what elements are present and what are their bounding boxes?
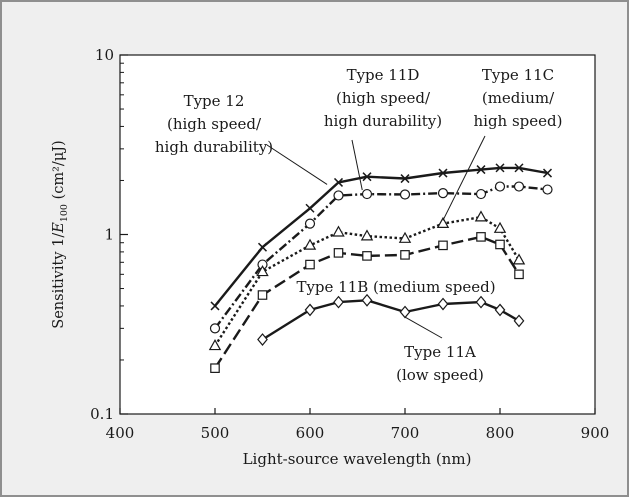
leader-lines <box>266 135 486 339</box>
data-point-t11b <box>438 240 448 251</box>
data-point-t12 <box>495 163 505 173</box>
y-axis-ticks: 0.1 1 10 <box>90 46 128 423</box>
data-point-t11d <box>494 181 506 192</box>
annotations: Type 12 (high speed/high durability) Type … <box>155 66 563 384</box>
data-point-t11a <box>437 297 449 311</box>
data-point-t11d <box>542 184 553 195</box>
data-point-t11a <box>304 303 316 317</box>
y-tick-label: 10 <box>95 46 114 64</box>
data-point-t11b <box>257 290 268 300</box>
annotation-t12: high durability) <box>155 138 273 156</box>
data-point-t11c <box>332 225 345 237</box>
data-point-t11a <box>475 295 487 309</box>
data-point-t12 <box>542 168 553 178</box>
data-point-t11d <box>437 188 449 199</box>
leader-line-t11c <box>442 135 486 221</box>
data-point-t12 <box>438 168 448 178</box>
x-tick-label: 700 <box>391 424 420 442</box>
data-point-t11b <box>476 232 486 242</box>
series-line-t11b <box>213 235 521 369</box>
data-point-t11b <box>305 259 315 270</box>
data-point-t11b <box>400 250 410 260</box>
y-axis-label: Sensitivity 1/E100 (cm²/μJ) <box>51 140 70 328</box>
y-axis-label-prefix: Sensitivity 1/ <box>51 233 67 329</box>
data-point-t11b <box>333 248 344 258</box>
data-point-t11a <box>333 295 344 309</box>
data-point-t11b <box>210 363 220 373</box>
annotation-t11c: Type 11C <box>482 66 554 84</box>
x-axis-ticks: 400 500 600 700 800 900 <box>106 408 610 442</box>
data-point-t11d <box>209 323 221 334</box>
data-point-t11a <box>494 303 506 317</box>
annotation-t11d: (high speed/ <box>336 89 431 107</box>
y-axis-label-subscript: 100 <box>59 204 70 222</box>
data-point-t11d <box>333 190 344 201</box>
series-line-t11c <box>213 215 521 347</box>
data-point-t11d <box>304 218 316 229</box>
data-point-t11d <box>513 181 525 192</box>
data-point-t11c <box>474 210 488 222</box>
data-point-t11d <box>399 189 411 200</box>
x-tick-label: 600 <box>296 424 325 442</box>
annotation-t11d: Type 11D <box>347 66 420 84</box>
markers-group <box>208 163 553 373</box>
data-point-t12 <box>210 301 220 311</box>
data-point-t12 <box>257 242 268 252</box>
y-axis-label-symbol: E <box>51 222 67 234</box>
data-point-t11b <box>514 269 524 280</box>
data-point-t11d <box>361 188 373 200</box>
data-point-t12 <box>362 172 372 182</box>
annotation-t12: (high speed/ <box>167 115 262 133</box>
data-point-t11c <box>360 229 374 241</box>
leader-line-t11a <box>404 316 443 339</box>
series-line-t11d <box>214 185 548 330</box>
data-point-t11c <box>493 221 507 233</box>
data-point-t11d <box>475 188 487 200</box>
data-point-t11c <box>398 231 412 243</box>
data-point-t12 <box>333 177 344 187</box>
data-point-t11c <box>512 253 526 265</box>
x-tick-label: 800 <box>486 424 515 442</box>
data-point-t11c <box>256 265 269 277</box>
plot-area <box>120 55 595 414</box>
data-point-t11a <box>257 333 268 346</box>
data-point-t11c <box>303 238 317 250</box>
data-point-t11b <box>362 251 372 261</box>
data-point-t12 <box>400 174 410 184</box>
data-point-t11b <box>495 239 505 250</box>
annotation-t11c: (medium/ <box>482 89 555 107</box>
x-tick-label: 500 <box>201 424 230 442</box>
x-tick-label: 900 <box>581 424 610 442</box>
data-point-t12 <box>514 163 524 173</box>
data-point-t11a <box>361 293 373 307</box>
data-point-t11c <box>208 339 222 351</box>
annotation-t11c: high speed) <box>474 112 563 130</box>
data-point-t12 <box>476 165 486 175</box>
data-point-t12 <box>305 203 315 213</box>
annotation-t11d: high durability) <box>324 112 442 130</box>
data-point-t11c <box>436 216 450 229</box>
data-point-t11a <box>513 314 525 328</box>
leader-line-t12 <box>266 144 328 185</box>
y-tick-label: 1 <box>104 226 114 244</box>
y-axis-label-suffix: (cm²/μJ) <box>51 140 67 204</box>
x-tick-label: 400 <box>106 424 135 442</box>
leader-line-t11d <box>351 139 363 191</box>
x-axis-label: Light-source wavelength (nm) <box>243 450 472 468</box>
y-tick-label: 0.1 <box>90 405 114 423</box>
annotation-t11a: Type 11A <box>404 343 476 361</box>
annotation-t11b: Type 11B (medium speed) <box>296 278 495 296</box>
annotation-t11a: (low speed) <box>396 366 484 384</box>
annotation-t12: Type 12 <box>184 92 245 110</box>
